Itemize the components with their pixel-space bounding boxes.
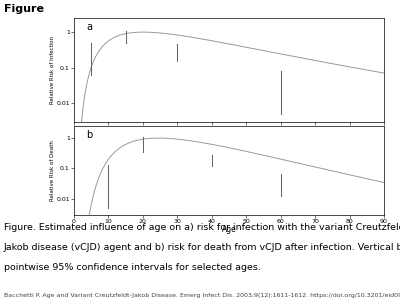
Text: Figure: Figure	[4, 4, 44, 14]
Text: Jakob disease (vCJD) agent and b) risk for death from vCJD after infection. Vert: Jakob disease (vCJD) agent and b) risk f…	[4, 243, 400, 252]
Text: Bacchetti P. Age and Variant Creutzfeldt-Jakob Disease. Emerg Infect Dis. 2003;9: Bacchetti P. Age and Variant Creutzfeldt…	[4, 292, 400, 298]
Text: Figure. Estimated influence of age on a) risk for infection with the variant Cre: Figure. Estimated influence of age on a)…	[4, 224, 400, 232]
Text: b: b	[86, 130, 93, 140]
Text: a: a	[86, 22, 92, 32]
Y-axis label: Relative Risk of Death: Relative Risk of Death	[50, 140, 55, 201]
X-axis label: Age: Age	[222, 225, 236, 234]
Text: pointwise 95% confidence intervals for selected ages.: pointwise 95% confidence intervals for s…	[4, 262, 261, 272]
Y-axis label: Relative Risk of Infection: Relative Risk of Infection	[50, 36, 55, 104]
